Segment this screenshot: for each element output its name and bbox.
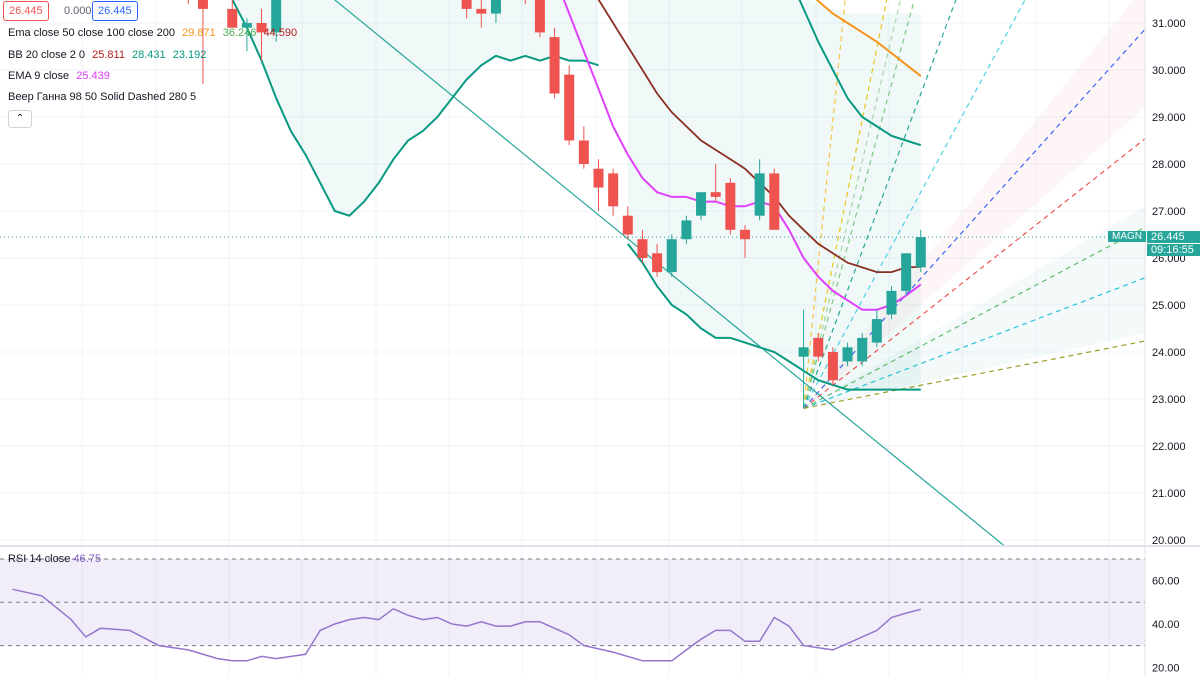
- legend-ema-value-1: 29.871: [182, 27, 216, 39]
- legend-gann[interactable]: Веер Ганна 98 50 Solid Dashed 280 5: [8, 91, 200, 103]
- symbol-tag: MAGN: [1108, 231, 1146, 242]
- rsi-value: 46.75: [73, 553, 101, 565]
- legend-ema9-value: 25.439: [76, 70, 110, 82]
- chevron-up-icon: ⌃: [15, 113, 25, 124]
- candle-body-22: [696, 192, 707, 216]
- countdown-tag: 09:16:55: [1147, 244, 1200, 256]
- rsi-pane: [0, 548, 1145, 676]
- legend-bb-value-2: 28.431: [132, 49, 166, 61]
- legend-bb[interactable]: BB 20 close 2 0 25.811 28.431 23.192: [8, 49, 210, 61]
- legend-ema-label: Ema close 50 close 100 close 200: [8, 27, 175, 39]
- candle-body-12: [549, 37, 560, 94]
- bb-upper-right-line: [798, 0, 922, 147]
- rsi-label: RSI 14 close: [8, 553, 71, 565]
- bb-lower-line: [627, 243, 921, 391]
- candle-body-32: [857, 337, 868, 362]
- candle-body-3: [241, 23, 252, 28]
- candle-body-14: [578, 140, 589, 164]
- candle-body-4: [256, 23, 267, 33]
- rsi-tick-60: 60.00: [1152, 576, 1180, 588]
- price-tick-20: 20.000: [1152, 535, 1186, 547]
- candle-body-15: [593, 168, 604, 188]
- gann-ray-4: [803, 0, 957, 409]
- legend-ema[interactable]: Ema close 50 close 100 close 200 29.871 …: [8, 27, 301, 39]
- candle-body-35: [901, 253, 912, 291]
- legend-ema9[interactable]: EMA 9 close 25.439: [8, 70, 114, 82]
- rsi-legend[interactable]: RSI 14 close 46.75: [8, 553, 101, 565]
- candle-body-2: [227, 8, 238, 28]
- ema50-line: [815, 0, 922, 77]
- candle-body-18: [637, 239, 648, 258]
- candle-body-11: [534, 0, 545, 33]
- candle-body-34: [886, 290, 897, 315]
- legend-bb-value-1: 25.811: [92, 49, 125, 61]
- candle-body-19: [652, 253, 663, 273]
- gann-ray-2: [803, 0, 902, 409]
- candle-body-8: [476, 8, 487, 14]
- rsi-tick-40: 40.00: [1152, 619, 1180, 631]
- price-tick-28: 28.000: [1152, 159, 1186, 171]
- candle-body-17: [622, 215, 633, 235]
- price-tick-24: 24.000: [1152, 347, 1186, 359]
- legend-bb-value-3: 23.192: [172, 49, 207, 61]
- candle-body-26: [754, 173, 765, 216]
- legend-ema-value-3: 44.590: [263, 27, 298, 39]
- candle-body-28: [798, 347, 809, 357]
- price-tick-31: 31.000: [1152, 18, 1186, 30]
- candle-body-27: [769, 173, 780, 230]
- candle-body-16: [608, 173, 619, 207]
- gann-ray-3: [803, 0, 915, 409]
- legend-bb-label: BB 20 close 2 0: [8, 49, 86, 61]
- candle-body-21: [681, 220, 692, 240]
- candle-body-5: [271, 0, 282, 33]
- candle-body-24: [725, 182, 736, 230]
- candle-body-30: [827, 352, 838, 381]
- price-tick-30: 30.000: [1152, 65, 1186, 77]
- ohlc-close-value: 26.445: [92, 1, 138, 21]
- price-tick-29: 29.000: [1152, 112, 1186, 124]
- candle-body-13: [564, 74, 575, 141]
- gann-ray-10: [803, 340, 1145, 409]
- gann-ray-0: [803, 0, 846, 409]
- candle-body-31: [842, 347, 853, 362]
- ohlc-change-value: 0.000: [58, 1, 98, 21]
- legend-ema-value-2: 36.246: [222, 27, 257, 39]
- rsi-line: [12, 588, 921, 662]
- candle-body-29: [813, 337, 824, 357]
- main-pane: [0, 0, 1145, 545]
- gann-ray-9: [803, 277, 1145, 409]
- legend-ema9-label: EMA 9 close: [8, 70, 70, 82]
- candle-body-36: [915, 237, 926, 268]
- candle-body-23: [710, 192, 721, 197]
- candle-body-20: [666, 239, 677, 273]
- candle-body-33: [871, 319, 882, 343]
- candle-body-7: [461, 0, 472, 9]
- collapse-legend-button[interactable]: ⌃: [8, 110, 32, 128]
- price-tick-25: 25.000: [1152, 300, 1186, 312]
- candle-body-25: [740, 229, 750, 240]
- candle-body-9: [490, 0, 501, 14]
- last-price-tag: 26.445: [1147, 231, 1200, 243]
- price-tick-27: 27.000: [1152, 206, 1186, 218]
- rsi-tick-20: 20.00: [1152, 662, 1180, 674]
- price-tick-26: 26.000: [1152, 253, 1186, 265]
- ohlc-open-value: 26.445: [3, 1, 49, 21]
- bb-fill-left: [232, 0, 599, 216]
- bb-middle-line: [597, 0, 921, 273]
- price-tick-22: 22.000: [1152, 441, 1186, 453]
- ema9-line: [562, 0, 922, 311]
- gann-ray-5: [803, 0, 1026, 409]
- price-tick-21: 21.000: [1152, 488, 1186, 500]
- legend-gann-label: Веер Ганна 98 50 Solid Dashed 280 5: [8, 91, 197, 103]
- bb-upper-line: [231, 0, 599, 217]
- gann-fill-green: [803, 206, 1145, 409]
- candle-body-1: [197, 0, 208, 9]
- price-tick-23: 23.000: [1152, 394, 1186, 406]
